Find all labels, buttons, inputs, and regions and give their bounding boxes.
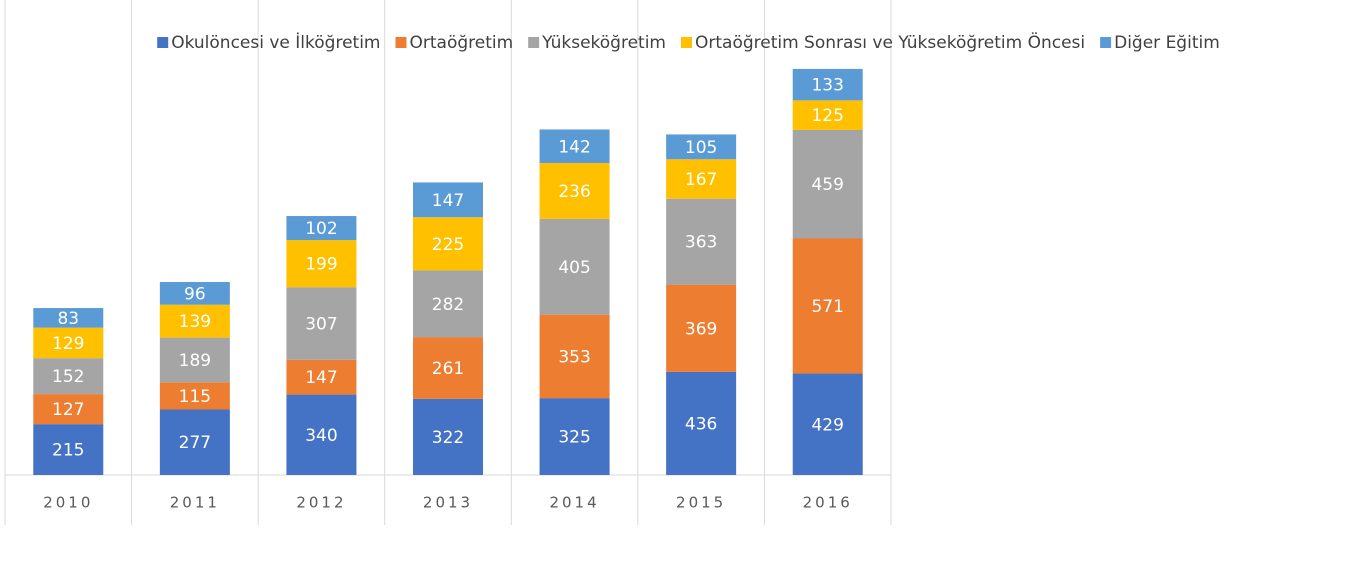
bar-segment — [413, 398, 483, 475]
bar-segment — [666, 134, 737, 160]
data-label: 436 — [685, 414, 717, 434]
data-label: 127 — [52, 400, 84, 420]
data-label: 353 — [558, 347, 590, 367]
legend-label: Okulöncesi ve İlköğretim — [171, 32, 380, 53]
bar-segment — [159, 304, 230, 338]
x-tick-label: 2011 — [170, 494, 220, 512]
data-label: 363 — [685, 233, 717, 253]
bar-segment — [286, 216, 357, 241]
data-label: 105 — [685, 138, 717, 158]
data-label: 199 — [305, 255, 337, 275]
x-tick-label: 2013 — [423, 494, 473, 512]
bar-segment — [792, 100, 863, 130]
data-label: 147 — [305, 368, 337, 388]
bar-segment — [286, 287, 357, 360]
data-label: 340 — [305, 426, 337, 446]
x-tick-label: 2016 — [803, 494, 853, 512]
legend-label: Diğer Eğitim — [1114, 33, 1220, 53]
bar-segment — [539, 398, 610, 475]
bar-segment — [666, 371, 737, 475]
data-label: 405 — [558, 258, 590, 278]
data-label: 429 — [811, 415, 843, 435]
data-label: 133 — [811, 76, 843, 96]
data-label: 167 — [685, 170, 717, 190]
bar-segment — [539, 163, 610, 219]
bar-segment — [33, 424, 104, 475]
legend-label: Ortaöğretim — [409, 33, 513, 53]
bar-segment — [33, 327, 104, 359]
x-tick-label: 2010 — [43, 494, 93, 512]
data-label: 129 — [52, 334, 84, 354]
data-label: 277 — [179, 433, 211, 453]
bar-segment — [286, 240, 357, 288]
data-label: 189 — [179, 351, 211, 371]
data-label: 322 — [432, 428, 464, 448]
bar-segment — [413, 270, 483, 338]
data-label: 459 — [811, 175, 843, 195]
data-label: 139 — [179, 312, 211, 332]
data-label: 215 — [52, 441, 84, 461]
data-label: 115 — [179, 387, 211, 407]
data-label: 225 — [432, 235, 464, 255]
bar-segment — [413, 337, 483, 399]
data-label: 236 — [558, 182, 590, 202]
bar-segment — [666, 159, 737, 199]
bar-segment — [792, 129, 863, 239]
bar-segment — [792, 238, 863, 374]
bar-segment — [286, 394, 357, 475]
legend-swatch — [157, 37, 169, 48]
bar-segment — [539, 218, 610, 315]
x-tick-label: 2015 — [676, 494, 726, 512]
legend-swatch — [680, 37, 692, 48]
data-label: 261 — [432, 359, 464, 379]
x-tick-label: 2012 — [296, 494, 346, 512]
data-label: 142 — [558, 137, 590, 157]
data-label: 282 — [432, 295, 464, 315]
data-label: 102 — [305, 219, 337, 239]
bar-segment — [33, 308, 104, 328]
data-label: 369 — [685, 319, 717, 339]
legend-label: Ortaöğretim Sonrası ve Yükseköğretim Önc… — [695, 31, 1085, 53]
bar-segment — [159, 282, 230, 305]
bar-segment — [413, 217, 483, 271]
legend-swatch — [528, 37, 540, 48]
legend-swatch — [395, 37, 407, 48]
bar-segment — [33, 394, 104, 425]
bar-segment — [413, 182, 483, 218]
data-label: 125 — [811, 106, 843, 126]
bar-segment — [159, 337, 230, 383]
bar-segment — [33, 358, 104, 395]
legend-swatch — [1100, 37, 1112, 48]
data-label: 147 — [432, 191, 464, 211]
legend-label: Yükseköğretim — [541, 33, 666, 53]
x-tick-label: 2014 — [549, 494, 599, 512]
bar-segment — [539, 129, 610, 164]
data-label: 96 — [184, 284, 206, 304]
bar-segment — [159, 382, 230, 410]
data-label: 152 — [52, 367, 84, 387]
data-label: 307 — [305, 315, 337, 335]
data-label: 83 — [57, 309, 79, 329]
bar-segment — [286, 359, 357, 395]
bar-segment — [666, 198, 737, 285]
bar-segment — [539, 314, 610, 399]
data-label: 325 — [558, 428, 590, 448]
bar-segment — [792, 373, 863, 475]
data-label: 571 — [811, 297, 843, 317]
bar-segment — [792, 68, 863, 101]
bar-segment — [159, 409, 230, 475]
bar-segment — [666, 284, 737, 372]
